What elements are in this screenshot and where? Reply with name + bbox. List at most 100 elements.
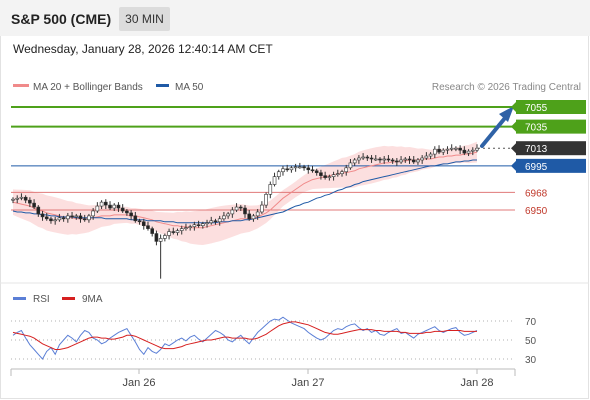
candle (104, 199, 108, 210)
pivot-tag-pointer-6995 (511, 160, 516, 171)
bollinger-bands (13, 141, 477, 245)
chart-datetime: Wednesday, January 28, 2026 12:40:14 AM … (13, 42, 273, 56)
candle (449, 144, 454, 152)
candle-body (462, 149, 467, 154)
candle (188, 224, 192, 231)
candle-body (454, 147, 458, 150)
candle (306, 164, 311, 174)
candle (238, 205, 243, 211)
x-axis-labels: Jan 26 Jan 27 Jan 28 (122, 369, 494, 389)
candle (95, 202, 100, 213)
candle (416, 158, 420, 165)
candle-body (226, 213, 230, 217)
candle-body (192, 224, 197, 227)
candle (251, 213, 256, 222)
candle-body (49, 218, 53, 222)
support-label-6968: 6968 (525, 188, 548, 199)
candle (327, 174, 332, 181)
candle (222, 211, 226, 221)
candle (437, 145, 441, 155)
candle (137, 218, 142, 225)
candle-body (298, 166, 302, 169)
candle-body (61, 217, 66, 220)
support-label-6950: 6950 (525, 206, 548, 217)
candle-body (158, 238, 163, 242)
candle-body (437, 148, 441, 153)
candle-body (36, 206, 41, 215)
candle-body (327, 176, 332, 178)
resistance-tag-7035 (516, 119, 586, 134)
candle (179, 225, 184, 235)
candle (120, 204, 125, 213)
candle (462, 146, 467, 156)
candle (298, 162, 302, 169)
candle-body (272, 176, 277, 185)
candle-body (416, 159, 420, 163)
candle (475, 144, 479, 153)
candle-body (196, 224, 201, 227)
candle-body (281, 168, 285, 173)
candle-body (365, 156, 370, 159)
candle (382, 156, 387, 164)
candle-body (167, 231, 171, 236)
candle (158, 234, 163, 279)
candle (32, 199, 36, 210)
candle-body (243, 207, 247, 215)
forecast-arrow-head (499, 106, 514, 122)
candle (369, 155, 374, 163)
candle (217, 215, 222, 226)
candle (458, 145, 462, 155)
resistance-label-7035: 7035 (525, 123, 548, 134)
candle-body (289, 167, 294, 171)
candle (352, 158, 357, 166)
candle (70, 211, 74, 219)
timeframe-badge[interactable]: 30 MIN (119, 7, 170, 31)
resistance-tag-7055 (516, 100, 586, 114)
x-tick-label: Jan 26 (122, 377, 155, 389)
x-tick-label: Jan 27 (291, 377, 324, 389)
bollinger-band-fill (13, 141, 477, 245)
candle (61, 215, 66, 222)
pivot-label-6995: 6995 (525, 162, 548, 173)
forecast-arrow-shaft (480, 116, 507, 148)
ma20-legend-swatch (13, 84, 29, 87)
ma50-legend-label: MA 50 (175, 82, 204, 93)
candle-body (251, 215, 256, 220)
candle-body (238, 206, 243, 209)
candle (357, 155, 361, 164)
candle (23, 195, 28, 204)
candle-body (378, 158, 382, 161)
candle-body (445, 148, 450, 151)
candle-body (217, 218, 222, 223)
candle (344, 164, 349, 176)
candle-body (209, 220, 214, 224)
candle (281, 165, 285, 176)
candle (108, 201, 112, 210)
candle-body (116, 204, 121, 209)
candle-body (108, 204, 112, 209)
candle (230, 207, 235, 218)
candle-body (340, 171, 344, 175)
main-legend: MA 20 + Bollinger Bands MA 50 Research ©… (13, 82, 581, 93)
candle (302, 164, 306, 171)
candle (411, 156, 416, 164)
candle-body (302, 166, 306, 169)
candle-body (44, 216, 49, 220)
candle (154, 230, 159, 246)
candle (255, 209, 260, 220)
candle-body (319, 172, 323, 176)
candle (15, 195, 20, 204)
candle (57, 213, 62, 222)
candle-body (373, 158, 378, 161)
candle-body (87, 215, 91, 221)
candle (268, 181, 273, 199)
candle-body (70, 215, 74, 218)
candle (82, 214, 87, 222)
candle (470, 147, 475, 156)
candle-body (175, 230, 180, 233)
last-price-label: 7013 (525, 144, 548, 155)
candle-body (441, 149, 446, 153)
candle-body (104, 201, 108, 206)
candle (403, 157, 408, 163)
